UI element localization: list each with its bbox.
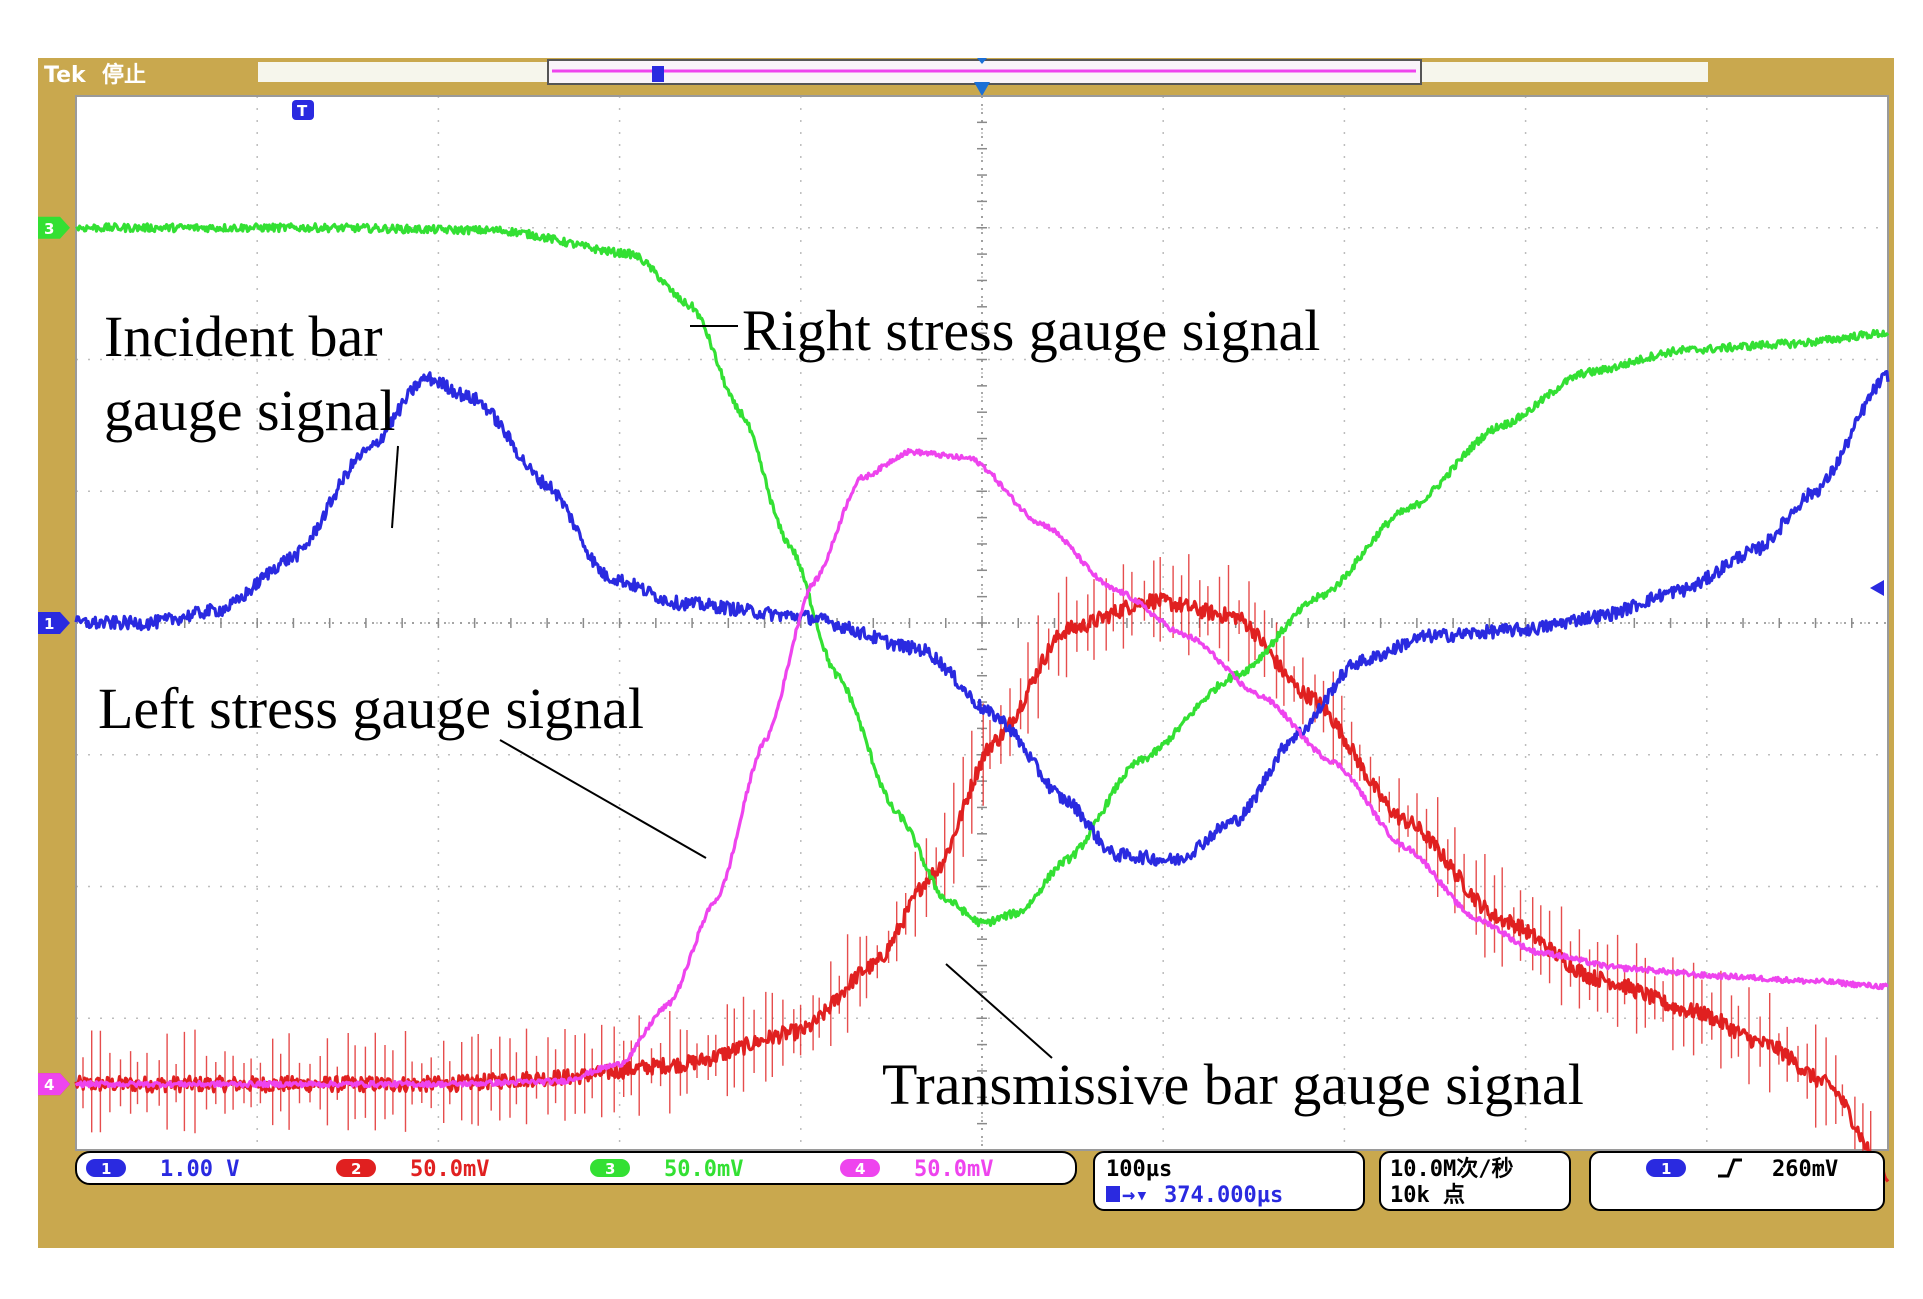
channel-marker-number: 4: [44, 1076, 54, 1094]
ch3-badge: [590, 1159, 630, 1177]
trigger-time-marker: [292, 100, 314, 120]
trace-line-ch2: [74, 592, 1890, 1183]
channel-marker-3: 3: [38, 216, 70, 239]
trace-line-ch1: [74, 370, 1890, 867]
trace-ch1: [74, 370, 1890, 867]
record-length: 10k 点: [1390, 1182, 1465, 1208]
trigger-position-arrow: →▾: [1122, 1183, 1149, 1208]
ch3-badge-number: 3: [605, 1160, 615, 1178]
channel-markers: 1234: [38, 216, 70, 1096]
annotation-incident-line1: Incident bar: [104, 304, 383, 369]
plot-border: [75, 95, 1889, 1151]
ch4-scale: 50.0mV: [914, 1157, 993, 1182]
annotation-incident-line2: gauge signal: [104, 378, 396, 443]
ch1-scale: 1.00 V: [160, 1157, 239, 1182]
ch1-badge: [86, 1159, 126, 1177]
trace-ch4: [74, 448, 1889, 1089]
leader-left-stress: [499, 739, 707, 859]
device-label: Tek: [44, 63, 87, 88]
ch4-badge: [840, 1159, 880, 1177]
ch3-scale: 50.0mV: [664, 1157, 743, 1182]
trigger-channel-badge: [1646, 1159, 1686, 1177]
trigger-time-marker-glyph: T: [297, 102, 308, 120]
trigger-position-badge: [1106, 1186, 1120, 1202]
readout-panel: 1 1.00 V 2 50.0mV 3 50.0mV 4 50.0mV 100µ…: [75, 1151, 1885, 1211]
overview-trigger-marker: [652, 66, 664, 82]
ch1-badge-number: 1: [101, 1160, 111, 1178]
ch2-scale: 50.0mV: [410, 1157, 489, 1182]
trigger-level-arrow: [1870, 580, 1884, 596]
horizontal-position-marker: [974, 82, 990, 96]
channel-marker-4: 4: [38, 1073, 70, 1096]
ch2-badge-number: 2: [351, 1160, 361, 1178]
trigger-position-value: 374.000µs: [1164, 1183, 1283, 1208]
channel-marker-number: 3: [44, 220, 54, 238]
leader-transmissive: [945, 963, 1053, 1059]
acquisition-status: 停止: [102, 62, 146, 88]
signal-traces: [74, 222, 1890, 1196]
trigger-slope-icon: [1718, 1158, 1742, 1178]
trace-ch3: [75, 222, 1890, 928]
sample-rate: 10.0M次/秒: [1390, 1156, 1513, 1182]
trace-line-ch4: [74, 448, 1889, 1089]
channel-marker-number: 1: [44, 615, 54, 633]
channel-marker-shape: [38, 612, 70, 634]
leader-incident: [391, 445, 399, 529]
acquisition-box: [1379, 1151, 1571, 1211]
horizontal-position-marker-top: [977, 58, 987, 64]
trigger-channel: 1: [1661, 1160, 1671, 1178]
ch4-badge-number: 4: [855, 1160, 865, 1178]
timebase-box: [1093, 1151, 1365, 1211]
timebase-value: 100µs: [1106, 1157, 1172, 1182]
trigger-level: 260mV: [1772, 1157, 1838, 1182]
trace-line-ch3: [75, 222, 1890, 928]
annotation-left-stress: Left stress gauge signal: [98, 676, 644, 741]
channel-scale-box: [75, 1151, 1077, 1185]
channel-marker-1: 1: [38, 612, 70, 634]
channel-marker-shape: [38, 216, 70, 239]
channel-marker-shape: [38, 1073, 70, 1096]
annotation-right-stress: Right stress gauge signal: [742, 298, 1320, 363]
annotation-transmissive: Transmissive bar gauge signal: [882, 1052, 1584, 1117]
ch2-badge: [336, 1159, 376, 1177]
